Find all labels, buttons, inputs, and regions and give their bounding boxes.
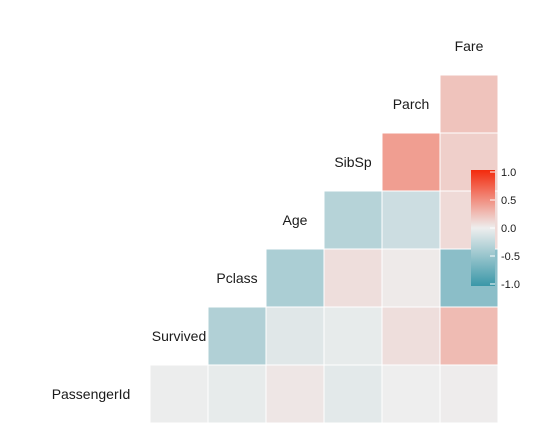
cell-parch-passengerid: [381, 364, 441, 424]
cell-sibsp-pclass: [323, 248, 383, 308]
variable-label-fare: Fare: [455, 38, 484, 54]
variable-label-age: Age: [283, 212, 308, 228]
variable-label-parch: Parch: [393, 96, 430, 112]
cell-sibsp-passengerid: [323, 364, 383, 424]
heatmap-cells: [149, 74, 499, 424]
legend-tick-label: -0.5: [501, 251, 520, 263]
legend-tick-label: 0.5: [501, 195, 516, 207]
cell-fare-parch: [439, 74, 499, 134]
cell-parch-survived: [381, 306, 441, 366]
legend-tick-label: 0.0: [501, 223, 516, 235]
cell-fare-passengerid: [439, 364, 499, 424]
diagonal-variable-labels: PassengerId Survived Pclass Age SibSp Parch Fa…: [52, 38, 484, 402]
variable-label-survived: Survived: [152, 328, 206, 344]
variable-label-sibsp: SibSp: [334, 154, 372, 170]
cell-fare-survived: [439, 306, 499, 366]
legend-tick-label: -1.0: [501, 279, 520, 291]
cell-parch-sibsp: [381, 132, 441, 192]
cell-pclass-survived: [207, 306, 267, 366]
cell-parch-age: [381, 190, 441, 250]
legend-tick-label: 1.0: [501, 167, 516, 179]
cell-sibsp-survived: [323, 306, 383, 366]
cell-parch-pclass: [381, 248, 441, 308]
cell-sibsp-age: [323, 190, 383, 250]
legend-ticks: 1.0 0.5 0.0 -0.5 -1.0: [490, 167, 520, 291]
cell-age-survived: [265, 306, 325, 366]
cell-survived-passengerid: [149, 364, 209, 424]
color-legend: 1.0 0.5 0.0 -0.5 -1.0: [471, 167, 520, 291]
variable-label-passengerid: PassengerId: [52, 386, 131, 402]
cell-age-passengerid: [265, 364, 325, 424]
cell-pclass-passengerid: [207, 364, 267, 424]
cell-age-pclass: [265, 248, 325, 308]
variable-label-pclass: Pclass: [216, 270, 257, 286]
